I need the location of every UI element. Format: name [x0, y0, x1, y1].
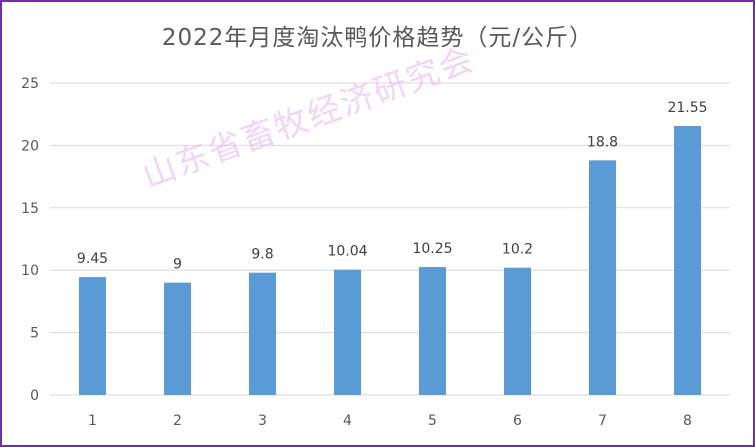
- x-tick-label: 4: [343, 413, 352, 429]
- bar: [674, 126, 701, 395]
- bar: [79, 277, 106, 395]
- x-tick-label: 3: [258, 413, 267, 429]
- x-tick-label: 2: [173, 413, 182, 429]
- x-tick-label: 1: [88, 413, 97, 429]
- data-label: 10.04: [327, 244, 367, 260]
- bar: [504, 267, 531, 395]
- bar: [249, 272, 276, 395]
- x-tick-label: 7: [598, 413, 607, 429]
- y-tick-label: 10: [21, 263, 39, 279]
- bar: [589, 160, 616, 395]
- data-label: 9.45: [77, 251, 108, 267]
- y-tick-label: 20: [21, 138, 39, 154]
- y-tick-label: 15: [21, 201, 39, 217]
- gridlines: [50, 82, 730, 396]
- bar: [334, 269, 361, 395]
- data-label: 18.8: [587, 134, 618, 150]
- bars: [79, 126, 701, 395]
- bar: [164, 282, 191, 395]
- data-labels: 9.45 9 9.8 10.04 10.25 10.2 18.8 21.55: [77, 100, 708, 273]
- chart-title: 2022年月度淘汰鸭价格趋势（元/公斤）: [161, 25, 594, 51]
- data-label: 21.55: [667, 100, 707, 116]
- y-tick-label: 5: [30, 326, 39, 342]
- x-axis-labels: 1 2 3 4 5 6 7 8: [88, 413, 692, 429]
- x-tick-label: 6: [513, 413, 522, 429]
- data-label: 9.8: [251, 247, 273, 263]
- data-label: 10.2: [502, 242, 533, 258]
- data-label: 9: [173, 257, 182, 273]
- y-axis-labels: 0 5 10 15 20 25: [21, 76, 39, 404]
- y-tick-label: 25: [21, 76, 39, 92]
- bar: [419, 267, 446, 395]
- x-tick-label: 8: [683, 413, 692, 429]
- data-label: 10.25: [412, 241, 452, 257]
- y-tick-label: 0: [30, 388, 39, 404]
- x-tick-label: 5: [428, 413, 437, 429]
